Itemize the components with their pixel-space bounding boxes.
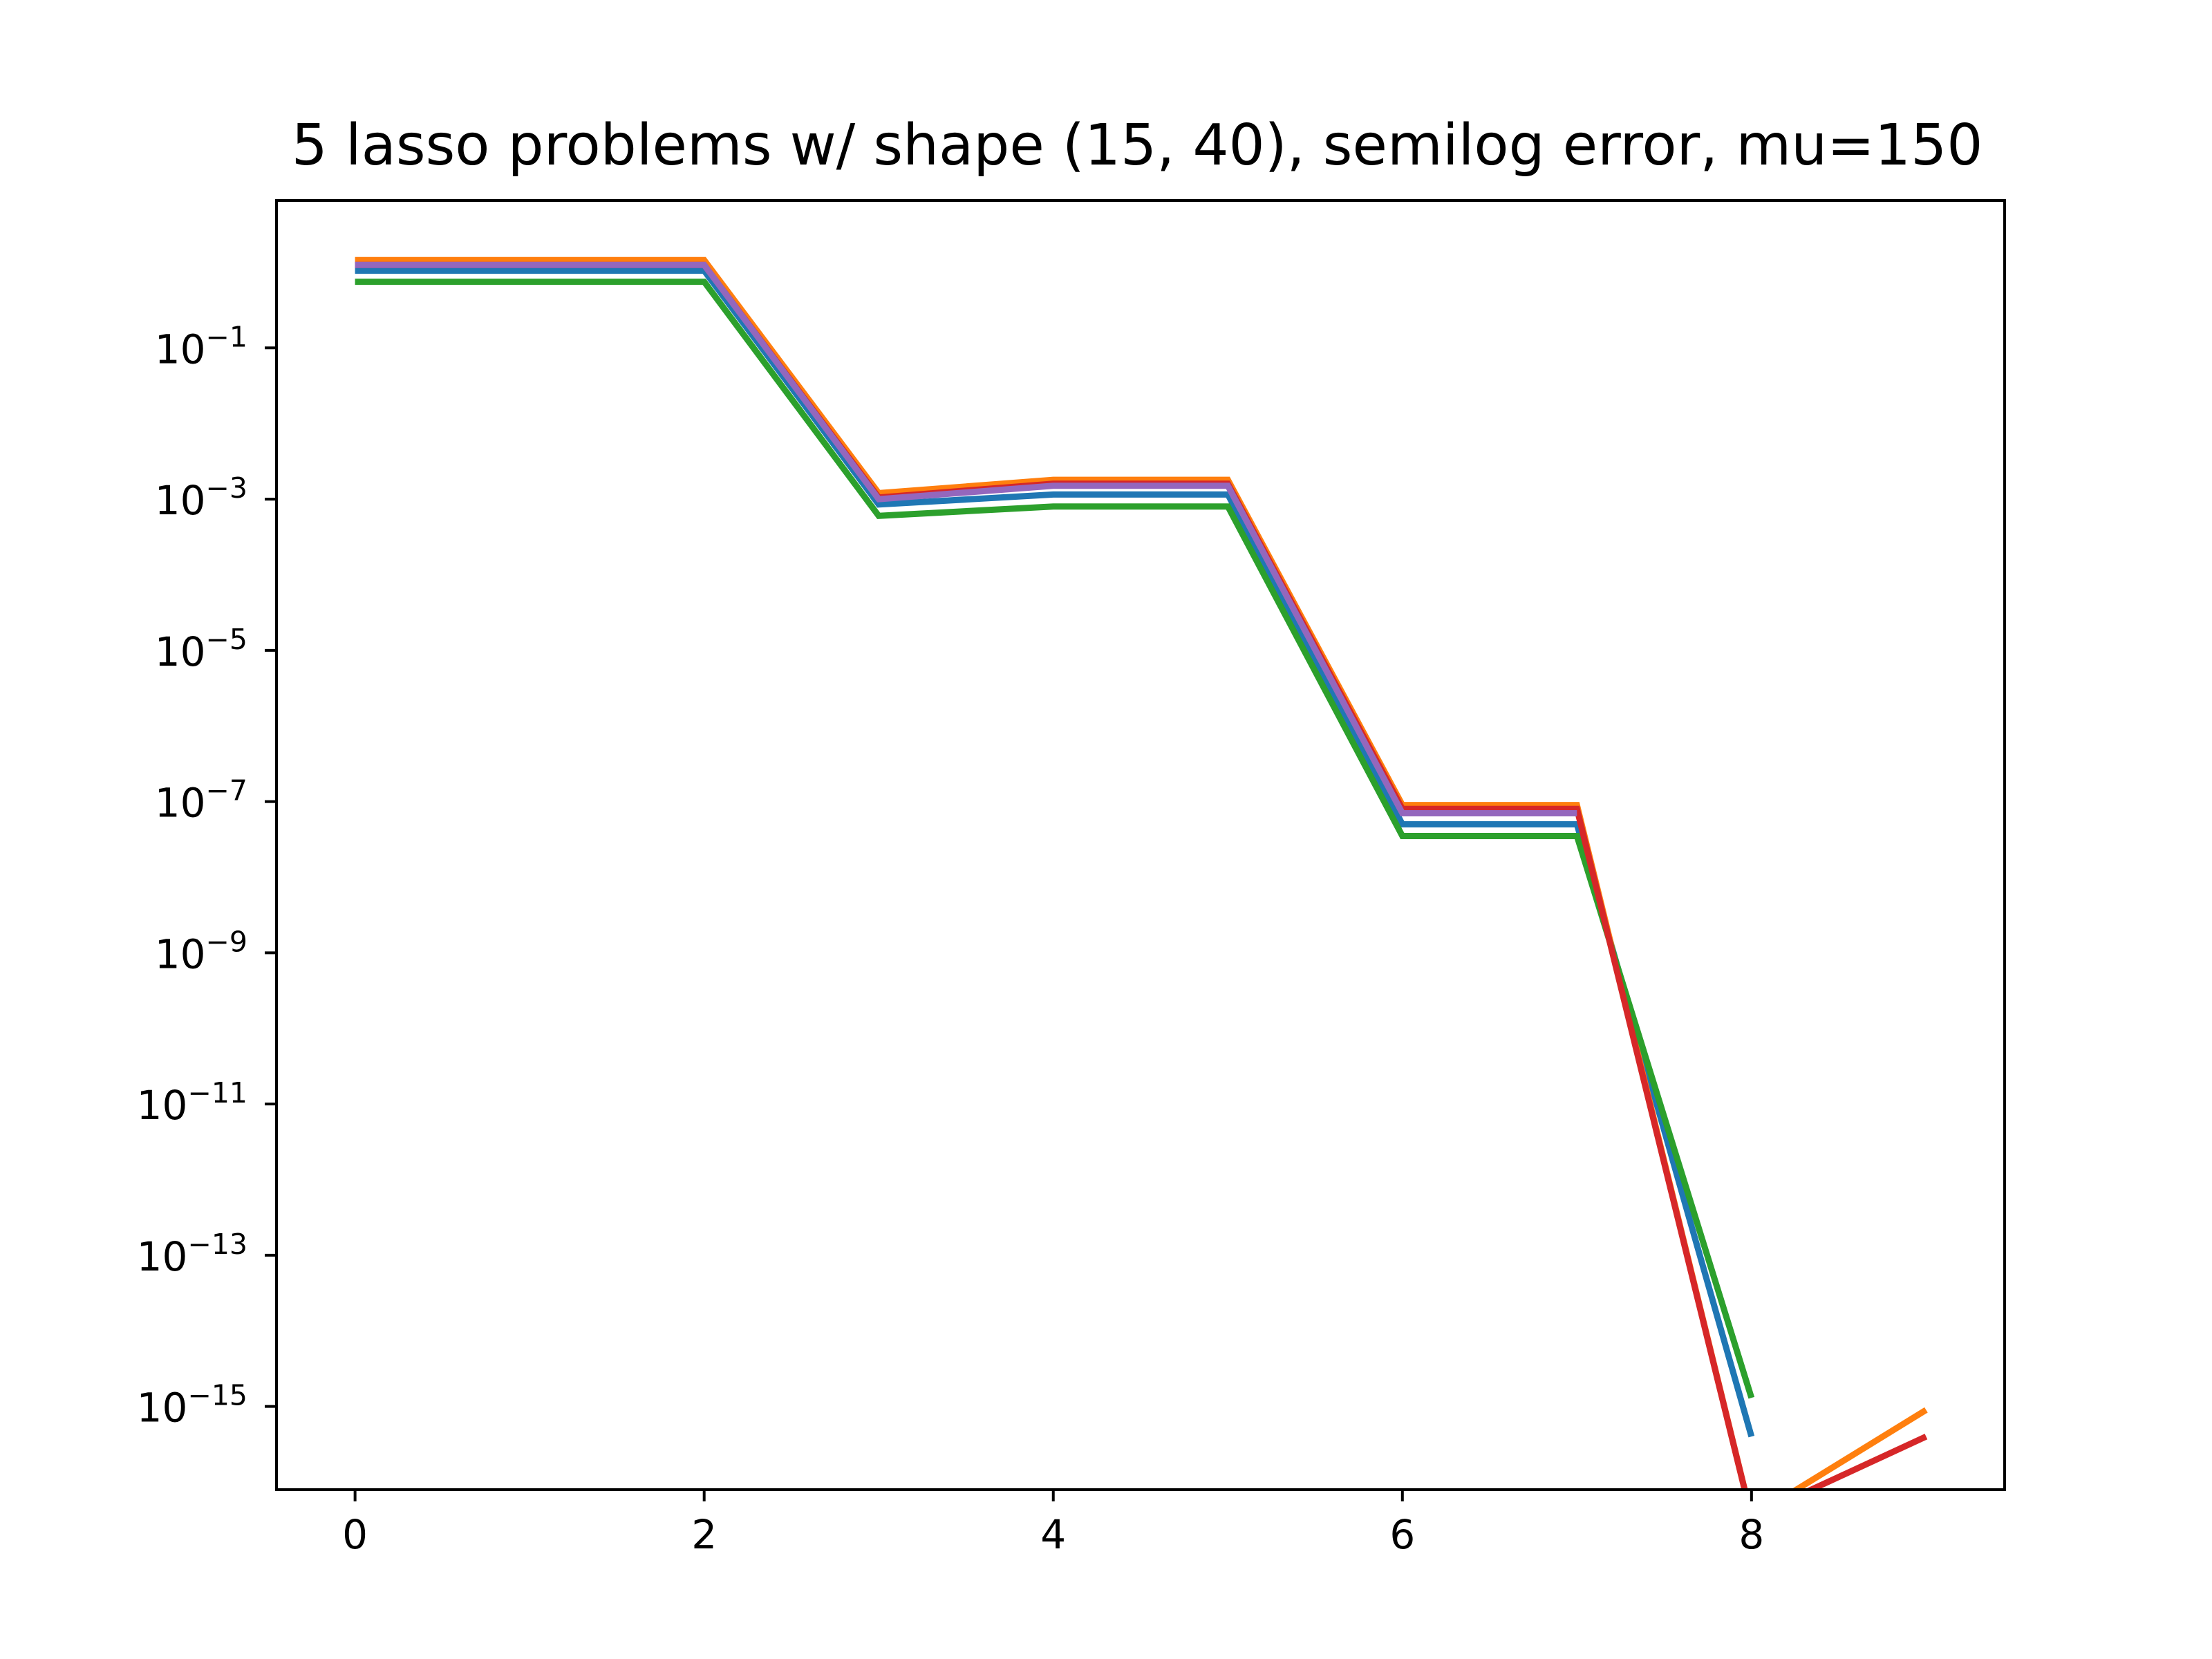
series-line-1 — [355, 268, 1755, 1438]
y-tick-label: 10−7 — [155, 774, 247, 827]
x-axis: 0 2 4 6 8 — [342, 1490, 1764, 1558]
x-tick-label: 4 — [1040, 1511, 1066, 1558]
y-tick-label: 10−5 — [155, 623, 247, 675]
x-tick-label: 6 — [1389, 1511, 1415, 1558]
y-tick-label: 10−11 — [137, 1076, 247, 1129]
y-axis: 10−1 10−3 10−5 10−7 10−9 10−11 10−13 10−15 — [137, 320, 276, 1432]
series-line-5 — [355, 261, 1577, 816]
x-tick-label: 8 — [1738, 1511, 1764, 1558]
y-tick-label: 10−13 — [137, 1228, 247, 1280]
plot-frame — [275, 199, 2006, 1491]
y-tick-label: 10−15 — [137, 1379, 247, 1432]
y-tick-label: 10−1 — [155, 320, 247, 373]
chart-title: 5 lasso problems w/ shape (15, 40), semi… — [292, 113, 1983, 178]
x-tick-label: 0 — [342, 1511, 368, 1558]
y-tick-label: 10−9 — [155, 925, 247, 977]
x-tick-label: 2 — [691, 1511, 717, 1558]
series-line-3 — [355, 279, 1755, 1399]
y-tick-label: 10−3 — [155, 471, 247, 524]
series-layer — [355, 256, 1928, 1490]
